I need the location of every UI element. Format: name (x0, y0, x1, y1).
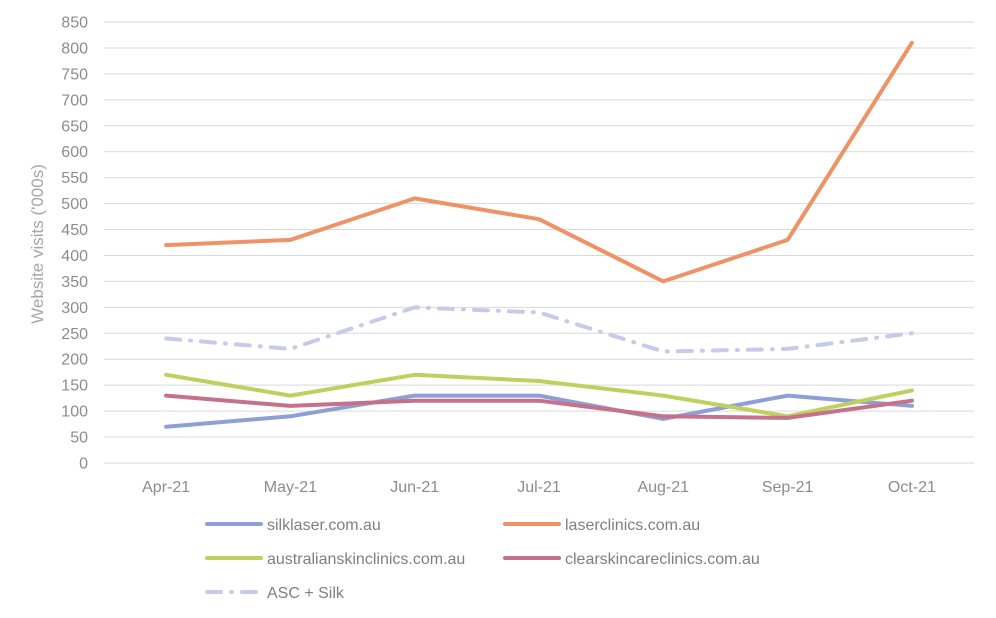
y-tick-label: 200 (61, 352, 88, 369)
series-line-laserclinics-com-au (164, 40, 914, 284)
y-tick-label: 500 (61, 196, 88, 213)
x-tick-label: Aug-21 (637, 479, 689, 496)
series-lines (164, 40, 914, 429)
x-tick-label: Jul-21 (517, 479, 561, 496)
y-tick-label: 450 (61, 222, 88, 239)
legend-label: ASC + Silk (267, 585, 345, 602)
y-tick-label: 0 (79, 456, 88, 473)
y-tick-label: 50 (70, 430, 88, 447)
y-tick-label: 550 (61, 170, 88, 187)
y-tick-label: 150 (61, 378, 88, 395)
y-tick-label: 800 (61, 40, 88, 57)
series-line-clearskincareclinics-com-au (164, 393, 914, 420)
y-axis-ticks: 0 50 100 150 200 250 300 350 400 450 500 550 600 650 7… (61, 15, 88, 473)
y-tick-label: 650 (61, 118, 88, 135)
gridlines (104, 21, 974, 438)
y-tick-label: 350 (61, 274, 88, 291)
y-tick-label: 700 (61, 92, 88, 109)
y-tick-label: 400 (61, 248, 88, 265)
y-tick-label: 600 (61, 144, 88, 161)
y-tick-label: 100 (61, 404, 88, 421)
series-line-asc-silk (164, 305, 914, 354)
x-tick-label: Oct-21 (888, 479, 936, 496)
x-tick-label: Apr-21 (142, 479, 190, 496)
y-tick-label: 750 (61, 66, 88, 83)
y-axis-title: Website visits ('000s) (28, 164, 47, 324)
y-tick-label: 300 (61, 300, 88, 317)
y-tick-label: 250 (61, 326, 88, 343)
x-axis-ticks: Apr-21 May-21 Jun-21 Jul-21 Aug-21 Sep-21 Oct-… (142, 479, 936, 496)
legend-label: laserclinics.com.au (565, 517, 700, 534)
x-tick-label: Jun-21 (390, 479, 439, 496)
legend: silklaser.com.au laserclinics.com.au austr… (205, 517, 760, 602)
x-tick-label: Sep-21 (762, 479, 814, 496)
legend-label: silklaser.com.au (267, 517, 381, 534)
legend-label: clearskincareclinics.com.au (565, 551, 760, 568)
y-tick-label: 850 (61, 15, 88, 32)
x-tick-label: May-21 (264, 479, 317, 496)
series-line-silklaser-com-au (164, 393, 914, 429)
legend-label: australianskinclinics.com.au (267, 551, 465, 568)
